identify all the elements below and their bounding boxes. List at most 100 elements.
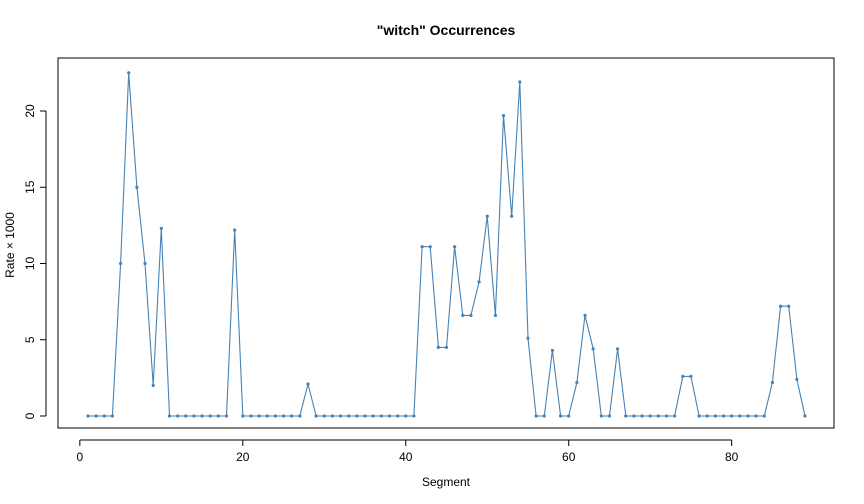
plot-border	[57, 57, 835, 429]
data-point	[257, 414, 261, 418]
data-point	[420, 245, 424, 249]
data-point	[738, 414, 742, 418]
y-tick-label: 15	[23, 180, 37, 194]
x-axis-label: Segment	[422, 475, 471, 489]
data-point	[314, 414, 318, 418]
data-point	[542, 414, 546, 418]
data-point	[762, 414, 766, 418]
data-point	[518, 80, 522, 84]
x-axis: 0 20 40 60 80	[77, 439, 739, 464]
plot-frame	[57, 57, 835, 429]
data-point	[404, 414, 408, 418]
data-point	[689, 374, 693, 378]
data-point	[461, 313, 465, 317]
data-point	[730, 414, 734, 418]
y-axis: 0 5 10 15 20	[23, 104, 47, 419]
data-point	[713, 414, 717, 418]
data-point	[632, 414, 636, 418]
data-point	[184, 414, 188, 418]
data-point	[526, 336, 530, 340]
data-point	[224, 414, 229, 418]
data-point	[721, 414, 726, 418]
data-point	[510, 214, 514, 218]
data-point	[681, 374, 685, 378]
data-point	[428, 245, 432, 249]
x-tick-label: 40	[399, 450, 413, 464]
data-point	[567, 414, 571, 418]
data-point	[616, 347, 620, 351]
data-point	[371, 414, 375, 418]
data-point	[795, 377, 799, 381]
data-point	[118, 261, 123, 266]
data-point	[599, 414, 603, 418]
data-point	[363, 414, 367, 418]
data-point	[501, 113, 506, 118]
data-point	[200, 414, 204, 418]
data-point	[746, 414, 750, 418]
data-point	[355, 414, 359, 418]
data-point	[787, 304, 791, 308]
data-point	[591, 347, 595, 351]
data-point	[754, 414, 758, 418]
y-tick-label: 5	[23, 336, 37, 343]
data-point	[705, 414, 709, 418]
x-tick-label: 20	[236, 450, 250, 464]
data-point	[453, 245, 457, 249]
data-point	[387, 414, 392, 418]
data-point	[575, 380, 579, 385]
data-point	[347, 414, 351, 418]
data-point	[167, 414, 172, 418]
y-tick-label: 10	[23, 257, 37, 271]
data-point	[477, 280, 481, 284]
y-tick-label: 20	[23, 104, 37, 118]
data-point	[306, 382, 310, 386]
data-point	[624, 414, 628, 418]
data-point	[778, 304, 783, 308]
data-point	[396, 414, 400, 418]
series-line	[88, 72, 806, 417]
data-point	[216, 414, 220, 418]
data-point	[436, 345, 440, 349]
data-point	[534, 414, 538, 418]
chart-title: "witch" Occurrences	[377, 22, 516, 38]
data-point	[664, 414, 669, 418]
data-point	[273, 414, 277, 418]
data-point	[656, 414, 660, 418]
data-point	[176, 414, 180, 418]
data-point	[803, 414, 807, 418]
data-point	[192, 414, 196, 418]
data-point	[770, 380, 775, 385]
data-point	[110, 414, 115, 418]
data-point	[290, 414, 294, 418]
x-tick-label: 60	[562, 450, 576, 464]
data-point	[281, 414, 286, 418]
data-point	[322, 414, 326, 418]
data-point	[493, 313, 497, 317]
data-point	[233, 228, 237, 232]
y-axis-label: Rate × 1000	[3, 212, 17, 278]
data-point	[469, 313, 473, 317]
data-point	[607, 414, 612, 418]
x-tick-label: 0	[77, 450, 84, 464]
data-point	[412, 414, 416, 418]
data-point	[338, 414, 343, 418]
data-point	[648, 414, 652, 418]
data-point	[673, 414, 677, 418]
data-point	[151, 383, 155, 388]
data-point	[86, 414, 90, 418]
data-point	[265, 414, 269, 418]
data-point	[143, 261, 147, 266]
data-point	[159, 226, 163, 231]
series-layer	[86, 71, 807, 418]
data-point	[697, 414, 701, 418]
data-point	[135, 185, 139, 189]
data-point	[550, 348, 555, 353]
data-point	[640, 414, 644, 418]
data-point	[241, 414, 245, 418]
data-point	[102, 414, 106, 418]
data-point	[444, 345, 449, 349]
data-point	[208, 414, 212, 418]
data-point	[558, 414, 563, 418]
data-point	[298, 414, 302, 418]
